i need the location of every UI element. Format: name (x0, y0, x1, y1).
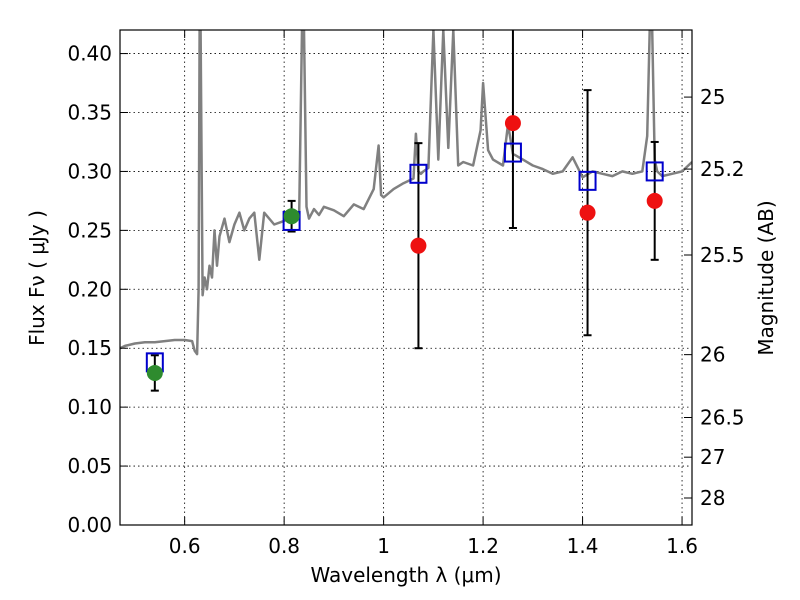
mag-tick-label: 25 (700, 85, 725, 109)
y-tick-label: 0.05 (67, 454, 112, 478)
y-tick-label: 0.25 (67, 218, 112, 242)
mag-tick-label: 27 (700, 445, 725, 469)
y-tick-label: 0.40 (67, 42, 112, 66)
x-tick-label: 0.8 (268, 534, 300, 558)
model-photometry-square (578, 170, 597, 191)
observed-photometry-point (646, 192, 663, 209)
model-photometry-square (503, 142, 522, 163)
y-tick-label: 0.00 (67, 513, 112, 537)
mag-tick-label: 26.5 (700, 406, 745, 430)
mag-tick-label: 25.5 (700, 243, 745, 267)
x-axis-title: Wavelength λ (μm) (310, 563, 501, 587)
plot-area (120, 30, 692, 392)
x-tick-label: 1 (377, 534, 390, 558)
observed-photometry-point (410, 237, 427, 254)
x-tick-label: 1.2 (467, 534, 499, 558)
axis-ticks: 0.6 0.8 1 1.2 1.4 1.6 0.00 0.05 0.10 0.15 0.20 0.25… (67, 30, 745, 558)
model-photometry-square (409, 163, 428, 184)
y-tick-label: 0.35 (67, 101, 112, 125)
y-tick-label: 0.20 (67, 277, 112, 301)
observed-photometry-point (579, 204, 596, 221)
observed-photometry-point (146, 364, 163, 381)
data-markers (145, 30, 664, 392)
x-tick-label: 1.6 (666, 534, 698, 558)
observed-photometry-point (504, 115, 521, 132)
observed-photometry-point (283, 208, 300, 225)
mag-tick-label: 25.2 (700, 157, 745, 181)
model-spectrum-line (120, 30, 692, 356)
y-tick-label: 0.30 (67, 159, 112, 183)
magnitude-axis-title: Magnitude (AB) (754, 200, 778, 355)
y-tick-label: 0.15 (67, 336, 112, 360)
x-tick-label: 1.4 (567, 534, 599, 558)
mag-tick-label: 26 (700, 343, 725, 367)
x-tick-label: 0.6 (169, 534, 201, 558)
model-photometry-square (645, 161, 664, 182)
mag-tick-label: 28 (700, 486, 725, 510)
axes-frame (119, 29, 693, 526)
y-tick-label: 0.10 (67, 395, 112, 419)
y-axis-title: Flux Fν ( μJy ) (25, 210, 49, 346)
